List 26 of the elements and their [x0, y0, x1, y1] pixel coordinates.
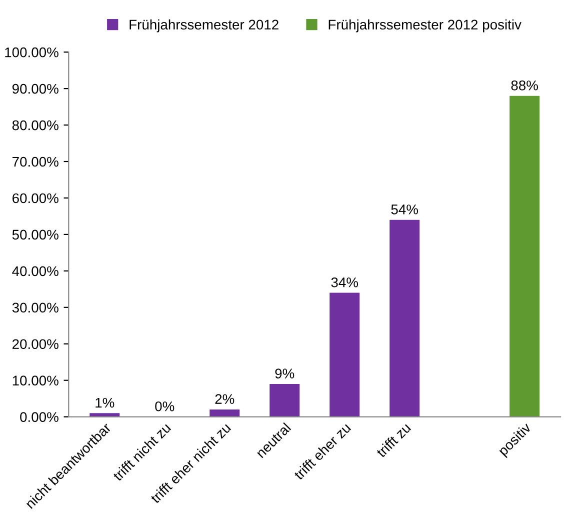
bar	[330, 292, 360, 417]
data-label: 0%	[155, 401, 174, 412]
data-label: 9%	[275, 368, 294, 378]
y-tick-label: 10.00%	[12, 376, 58, 386]
y-tick-label: 20.00%	[12, 339, 58, 350]
y-tick-label: 100.00%	[5, 47, 58, 58]
x-tick-label: trifft zu	[375, 422, 412, 458]
y-tick-label: 60.00%	[12, 193, 58, 204]
y-tick-label: 50.00%	[12, 230, 58, 240]
data-label: 34%	[331, 277, 358, 288]
y-tick-label: 90.00%	[12, 84, 58, 94]
y-tick-label: 70.00%	[12, 156, 58, 167]
legend-label: Frühjahrssemester 2012	[130, 19, 278, 32]
x-tick-label: trifft eher zu	[293, 422, 352, 480]
bar	[390, 220, 420, 417]
data-label: 2%	[215, 394, 234, 404]
data-label: 88%	[511, 80, 538, 90]
legend-label: Frühjahrssemester 2012 positiv	[328, 19, 522, 32]
bar	[510, 96, 540, 417]
data-label: 1%	[96, 398, 114, 408]
y-tick-label: 40.00%	[12, 266, 58, 276]
y-tick-label: 80.00%	[12, 120, 58, 130]
y-tick-label: 0.00%	[20, 412, 58, 422]
bar	[270, 384, 300, 417]
y-tick-label: 30.00%	[12, 302, 58, 313]
data-label: 54%	[391, 204, 418, 214]
